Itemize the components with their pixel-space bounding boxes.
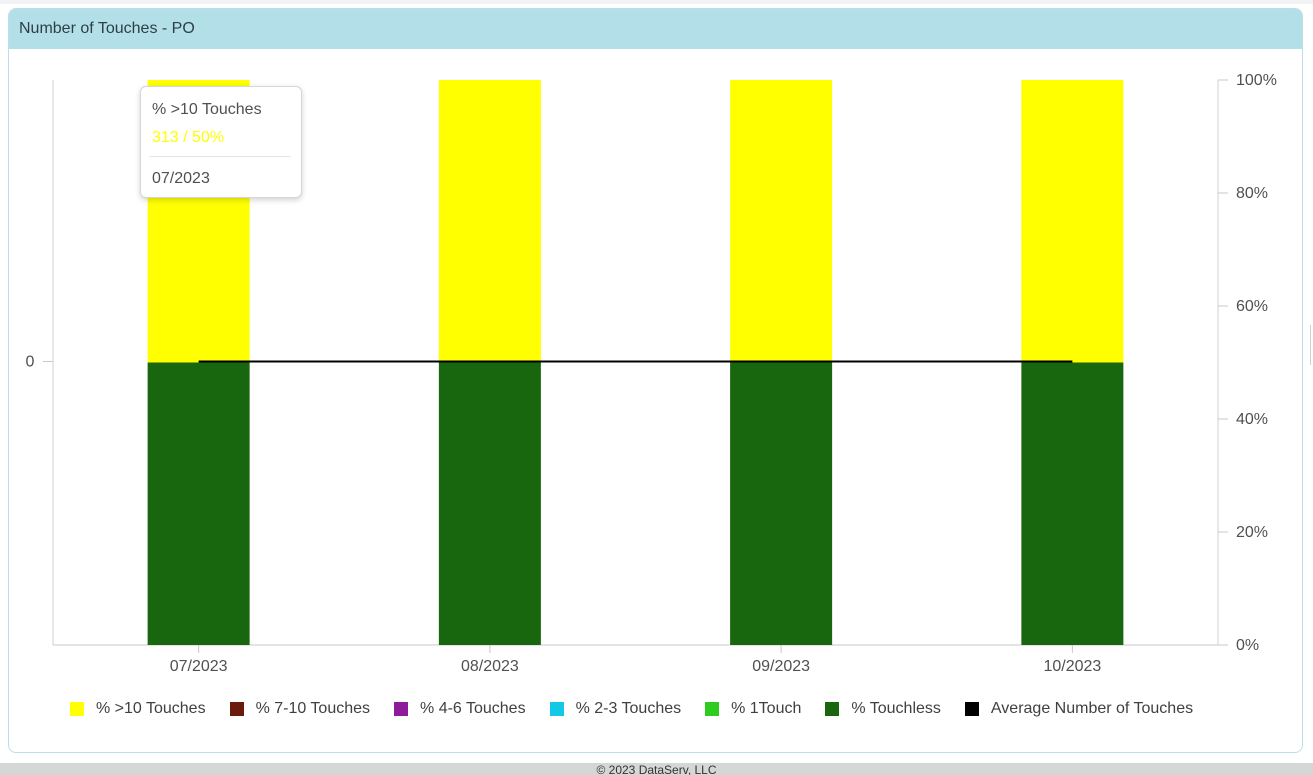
x-tick-label: 07/2023 <box>170 658 228 675</box>
legend-swatch <box>825 702 840 716</box>
bar-segment <box>730 80 833 363</box>
y-right-tick-label: 80% <box>1236 185 1268 202</box>
panel-title: Number of Touches - PO <box>19 20 195 37</box>
legend-item[interactable]: % Touchless <box>825 700 941 718</box>
y-right-tick-label: 20% <box>1236 524 1268 541</box>
legend-item[interactable]: % 7-10 Touches <box>229 700 371 718</box>
tooltip-series: % >10 Touches <box>152 101 262 118</box>
legend-item[interactable]: Average Number of Touches <box>964 700 1194 718</box>
panel-header: Number of Touches - PO <box>9 9 1302 49</box>
legend-label: Average Number of Touches <box>990 700 1194 717</box>
legend-label: % 7-10 Touches <box>255 700 371 717</box>
top-strip <box>0 0 1313 4</box>
legend-label: % 2-3 Touches <box>575 700 682 717</box>
scroll-edge <box>1310 325 1313 365</box>
y-right-tick-label: 40% <box>1236 411 1268 428</box>
y-right-tick-label: 60% <box>1236 298 1268 315</box>
legend-label: % >10 Touches <box>96 700 206 717</box>
footer: © 2023 DataServ, LLC <box>0 763 1313 775</box>
bar-segment <box>730 362 833 645</box>
x-tick-label: 10/2023 <box>1043 658 1101 675</box>
bar-segment <box>147 362 250 645</box>
tooltip-category: 07/2023 <box>152 170 210 187</box>
legend-swatch <box>549 702 564 716</box>
legend-swatch <box>964 702 979 716</box>
legend-item[interactable]: % 4-6 Touches <box>394 700 526 718</box>
chart-tooltip: % >10 Touches 313 / 50% 07/2023 <box>140 86 302 198</box>
y-right-tick-label: 0% <box>1236 637 1259 654</box>
legend-label: % 4-6 Touches <box>420 700 526 717</box>
footer-copyright: © 2023 DataServ, LLC <box>596 763 717 775</box>
y-left-tick-label: 0 <box>26 354 35 371</box>
legend-label: % 1Touch <box>731 700 802 717</box>
legend-item[interactable]: % 2-3 Touches <box>549 700 682 718</box>
tooltip-divider <box>149 156 291 157</box>
tooltip-value: 313 / 50% <box>152 129 225 146</box>
x-tick-label: 08/2023 <box>461 658 519 675</box>
y-right-tick-label: 100% <box>1236 72 1277 89</box>
bar-segment <box>438 80 541 363</box>
legend-swatch <box>705 702 720 716</box>
legend-item[interactable]: % 1Touch <box>705 700 801 718</box>
legend-swatch <box>394 702 409 716</box>
x-tick-label: 09/2023 <box>752 658 810 675</box>
legend-item[interactable]: % >10 Touches <box>70 700 206 718</box>
bar-segment <box>438 362 541 645</box>
legend-label: % Touchless <box>851 700 941 717</box>
chart-legend: % >10 Touches % 7-10 Touches % 4-6 Touches… <box>70 700 1217 718</box>
legend-swatch <box>229 702 244 716</box>
legend-swatch <box>70 702 84 716</box>
bar-segment <box>1021 80 1124 363</box>
bar-segment <box>1021 362 1124 645</box>
